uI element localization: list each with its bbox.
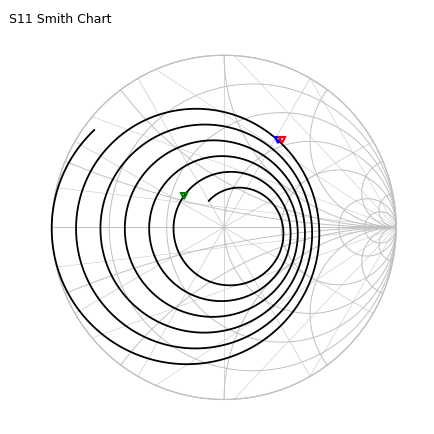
Text: S11 Smith Chart: S11 Smith Chart [9, 13, 111, 26]
